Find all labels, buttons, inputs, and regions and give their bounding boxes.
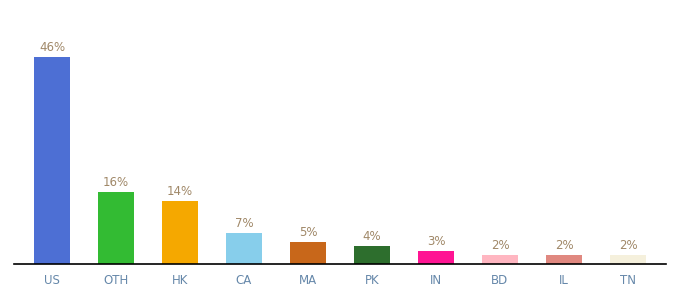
Bar [547,255,581,264]
Text: 7%: 7% [235,217,254,230]
Bar [35,57,69,264]
Text: 4%: 4% [362,230,381,243]
Bar [290,242,326,264]
Text: 2%: 2% [619,239,637,252]
Text: 5%: 5% [299,226,318,239]
Bar [354,246,390,264]
Text: 2%: 2% [555,239,573,252]
Text: 16%: 16% [103,176,129,189]
Bar [99,192,133,264]
Text: 2%: 2% [491,239,509,252]
Text: 46%: 46% [39,41,65,54]
Bar [482,255,517,264]
Bar [163,201,198,264]
Text: 3%: 3% [427,235,445,248]
Bar [418,250,454,264]
Bar [226,232,262,264]
Bar [611,255,645,264]
Text: 14%: 14% [167,185,193,198]
